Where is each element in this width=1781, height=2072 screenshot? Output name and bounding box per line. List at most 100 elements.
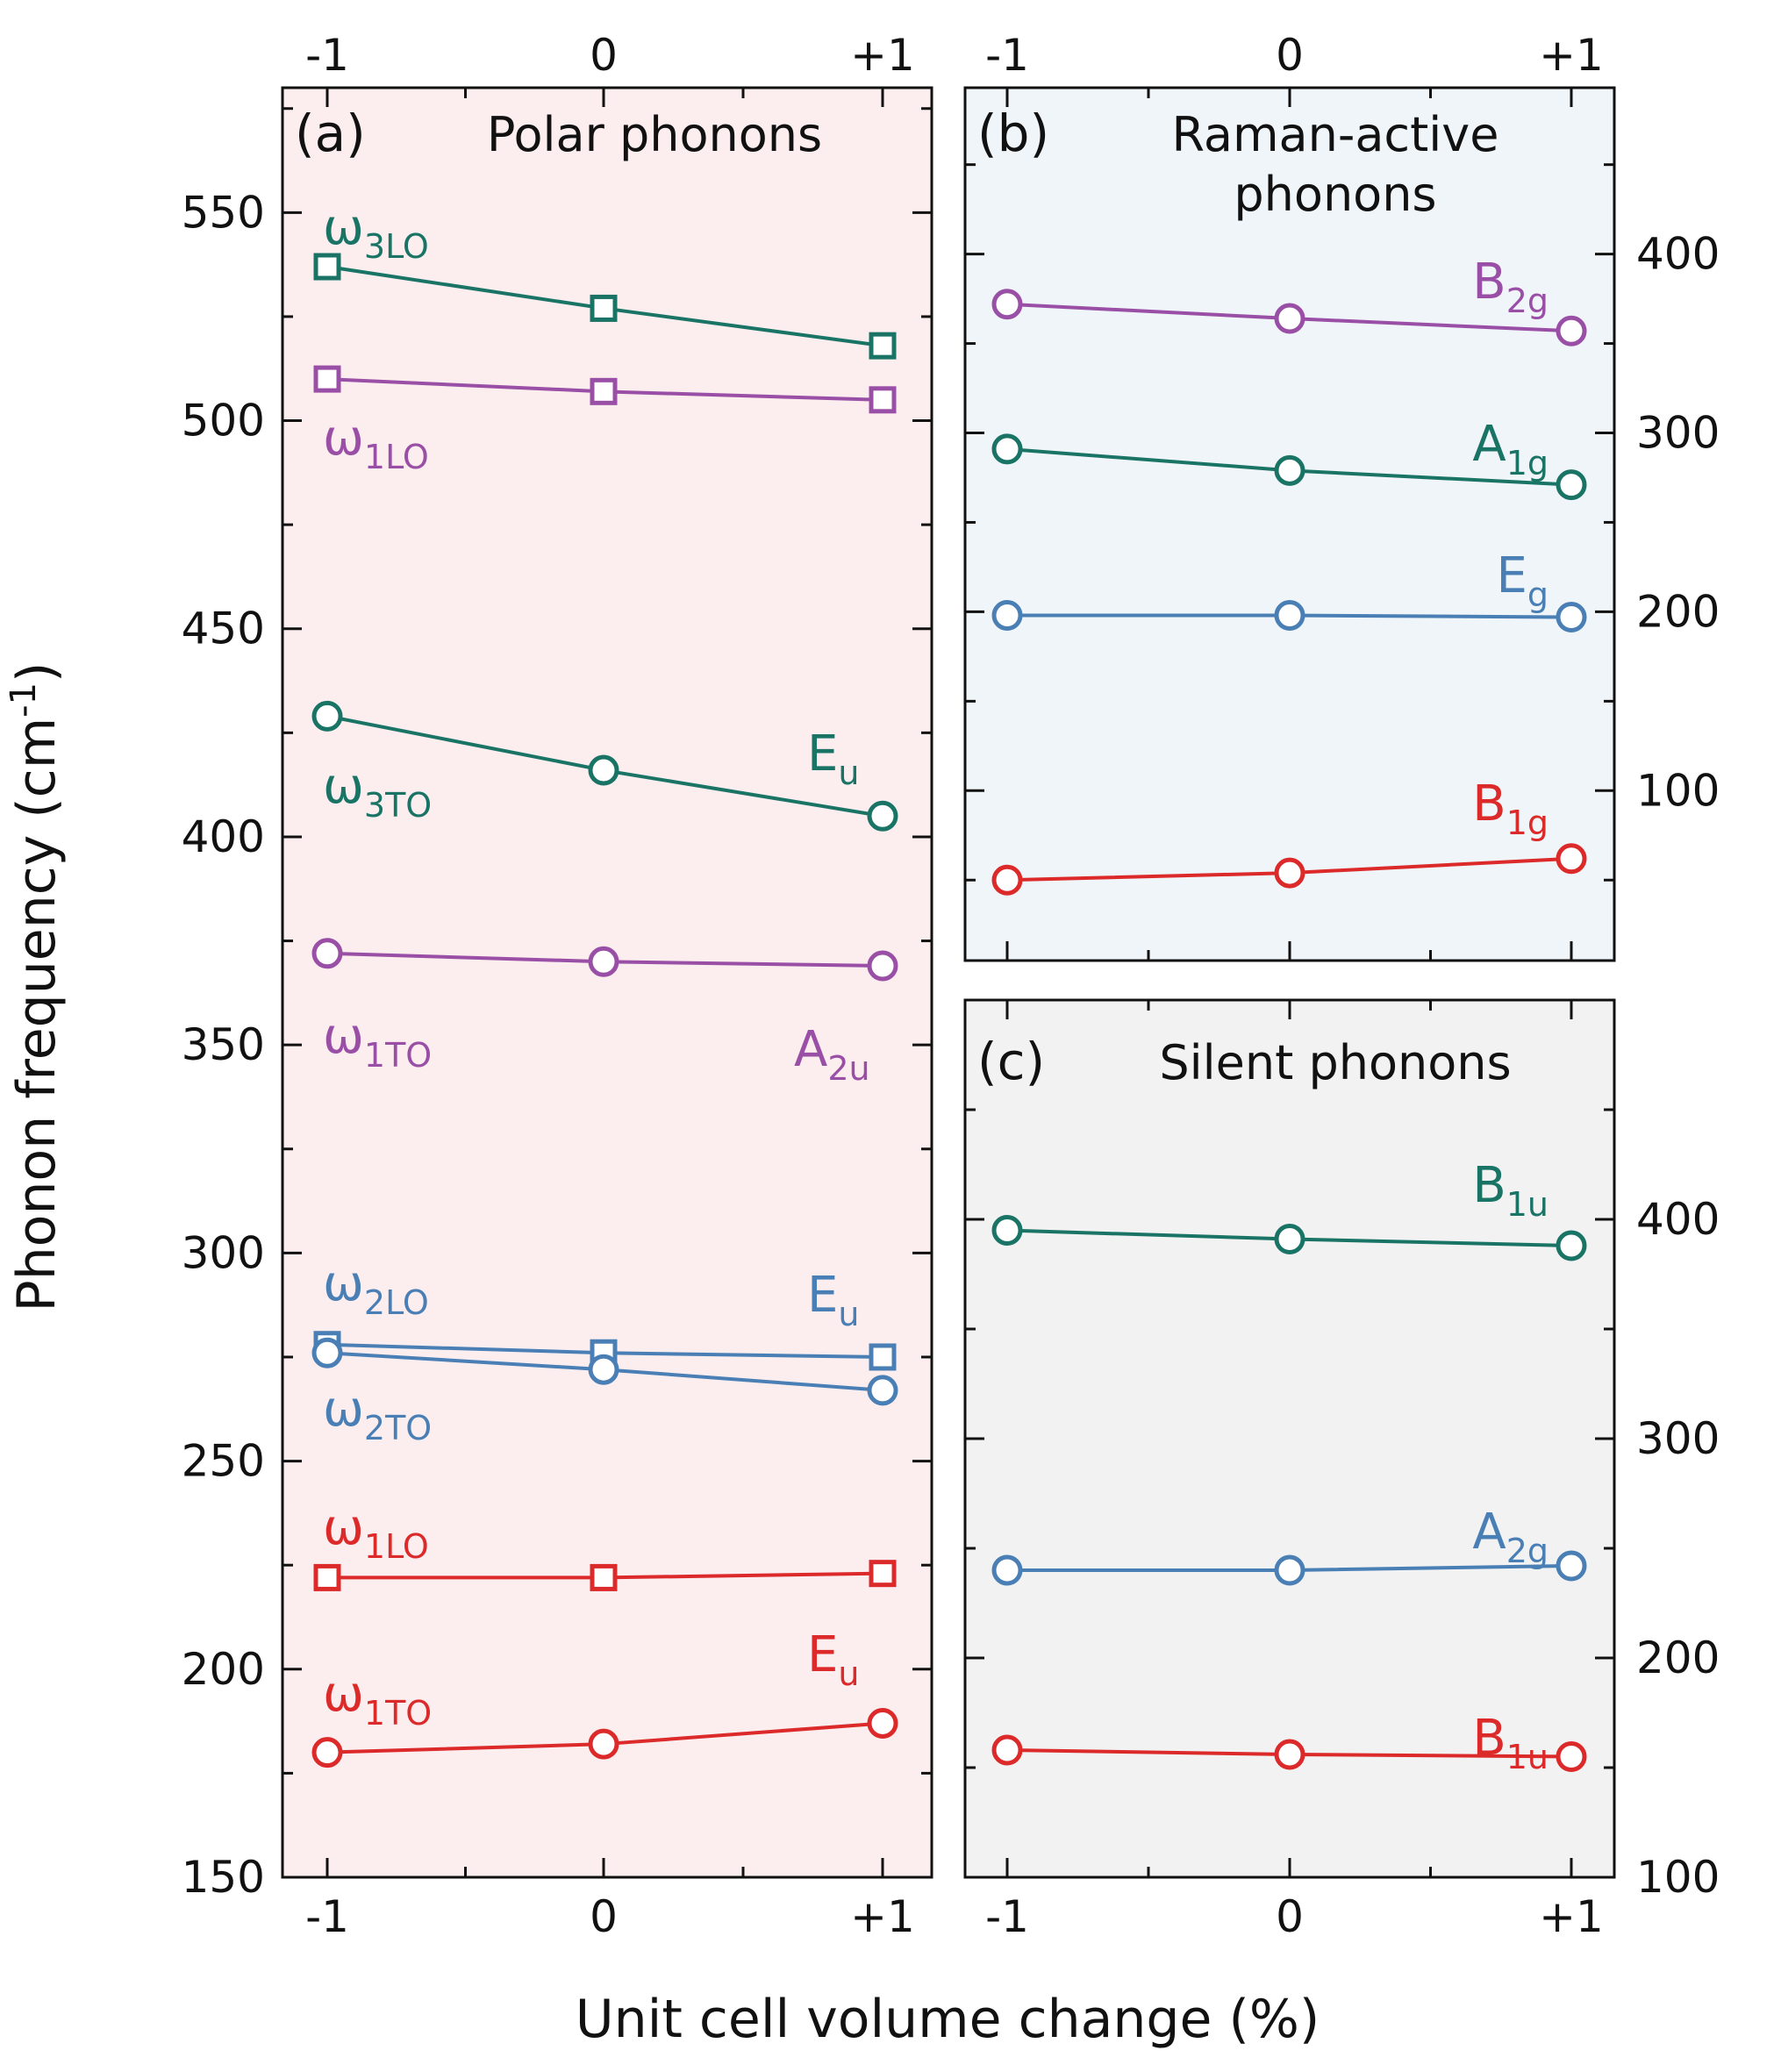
- panel-b-series-0-point-2: [1556, 315, 1587, 347]
- panel-a-series-3-label: ω1TO: [323, 1008, 432, 1075]
- panel-b-series-0-point-0: [991, 289, 1023, 320]
- panel-c-series-1-label: A2g: [1472, 1504, 1549, 1570]
- panel-a-series-7-point-2: [867, 1707, 898, 1739]
- panel-b-series-3-point-0: [991, 864, 1023, 896]
- panel-a-series-2-point-1: [588, 754, 619, 786]
- panel-a-series-4-point-2: [869, 1343, 897, 1371]
- panel-a-y-tick-label-8: 550: [182, 187, 265, 238]
- panel-a-series-1: ω1LO: [313, 365, 897, 476]
- panel-a-x-tick-label-bottom-1: 0: [590, 1891, 618, 1942]
- panel-b-series-3-label: B1g: [1472, 775, 1549, 842]
- panel-c-series-0-label-sub: 1u: [1506, 1185, 1549, 1224]
- panel-a-series-3: ω1TO: [311, 938, 898, 1075]
- panel-c-series-1: A2g: [991, 1504, 1587, 1586]
- panel-c-series-1-label-main: A: [1472, 1504, 1506, 1561]
- panel-a-x-tick-label-top-2: +1: [850, 30, 915, 81]
- panel-a-title: Polar phonons: [487, 107, 822, 162]
- panel-a-series-4-label: ω2LO: [323, 1255, 429, 1322]
- y-axis-title-sup: -1: [4, 682, 44, 718]
- panel-a-series-2-label-main: ω: [323, 758, 364, 815]
- panel-a-series-3-point-2: [867, 950, 898, 982]
- panel-c-frame: [963, 998, 1616, 1879]
- panel-b-series-0-label: B2g: [1472, 254, 1549, 320]
- panel-a-series-7-label-main: ω: [323, 1666, 364, 1723]
- y-axis-title: Phonon frequency (cm-1): [4, 662, 68, 1312]
- panel-a-annotation-1: A2u: [794, 1021, 870, 1088]
- panel-c-series-0-label-main: B: [1472, 1157, 1506, 1214]
- panel-c-x-tick-label-bottom-2: +1: [1539, 1891, 1604, 1942]
- panel-b-series-2: Eg: [991, 547, 1587, 633]
- panel-a-series-6-label: ω1LO: [323, 1499, 429, 1566]
- panel-a-series-2-label-sub: 3TO: [364, 786, 432, 825]
- panel-c-x-tick-label-bottom-0: -1: [985, 1891, 1029, 1942]
- panel-c-y-tick-label-1: 200: [1636, 1633, 1720, 1683]
- panel-a-y-tick-label-3: 300: [182, 1227, 265, 1278]
- panel-a-series-5-label-sub: 2TO: [364, 1409, 432, 1447]
- panel-b-series-3-point-2: [1556, 843, 1587, 875]
- panel-c-series-2-label-main: B: [1472, 1710, 1506, 1767]
- panel-c-x-tick-label-bottom-1: 0: [1276, 1891, 1304, 1942]
- panel-a-annotation-0-sub: u: [838, 754, 859, 792]
- panel-c-y-tick-label-3: 400: [1636, 1194, 1720, 1245]
- panel-a-x-tick-label-top-1: 0: [590, 30, 618, 81]
- panel-b-series-3-point-1: [1274, 857, 1305, 889]
- panel-a-annotation-3-sub: u: [838, 1654, 859, 1693]
- panel-a-y-tick-label-4: 350: [182, 1019, 265, 1070]
- panel-a-series-1-point-1: [590, 377, 618, 405]
- panel-b-label: (b): [977, 104, 1049, 163]
- panel-a-series-7-point-1: [588, 1728, 619, 1760]
- x-axis-title: Unit cell volume change (%): [576, 1989, 1320, 2050]
- panel-b-series-1-label-main: A: [1472, 416, 1506, 473]
- panel-a-series-1-label-main: ω: [323, 410, 364, 467]
- panel-b-y-tick-label-3: 400: [1636, 229, 1720, 280]
- panel-a-series-3-point-0: [311, 938, 343, 969]
- panel-b-y-tick-label-1: 200: [1636, 586, 1720, 637]
- panel-a-series-3-label-main: ω: [323, 1008, 364, 1065]
- panel-a-series-6: ω1LO: [313, 1499, 897, 1591]
- panel-c-series-2-point-0: [991, 1734, 1023, 1766]
- panel-a-series-1-label: ω1LO: [323, 410, 429, 476]
- panel-b-series-2-label: Eg: [1496, 547, 1549, 614]
- panel-a-series-0-point-1: [590, 294, 618, 322]
- panel-a-annotation-3-main: E: [807, 1626, 838, 1683]
- panel-a-series-4-label-sub: 2LO: [364, 1283, 429, 1322]
- panel-a-frame: [281, 86, 933, 1879]
- panel-a-series-0-label: ω3LO: [323, 199, 429, 266]
- panel-c-series-0-label: B1u: [1472, 1157, 1549, 1224]
- panel-b-series-3-label-main: B: [1472, 775, 1506, 832]
- panel-a-annotation-1-main: A: [794, 1021, 827, 1078]
- panel-b-y-tick-label-0: 100: [1636, 765, 1720, 816]
- panel-a-annotation-0-main: E: [807, 725, 838, 782]
- panel-a-series-5-point-0: [311, 1337, 343, 1368]
- panel-b-series-3: B1g: [991, 775, 1587, 896]
- panel-a-series-2-point-0: [311, 700, 343, 732]
- panel-a-series-7-label: ω1TO: [323, 1666, 432, 1733]
- panel-a-y-tick-label-1: 200: [182, 1644, 265, 1695]
- panel-a-annotation-2-main: E: [807, 1267, 838, 1324]
- panel-a-y-tick-label-5: 400: [182, 811, 265, 862]
- panel-b-title-line-2: phonons: [1234, 167, 1436, 222]
- panel-b-y-tick-label-2: 300: [1636, 408, 1720, 459]
- panel-b-series-1-label-sub: 1g: [1506, 444, 1549, 482]
- panel-a-series-1-point-0: [313, 365, 341, 393]
- panel-c-series-1-label-sub: 2g: [1506, 1532, 1549, 1570]
- panel-a-series-6-label-main: ω: [323, 1499, 364, 1556]
- panel-a-series-1-point-2: [869, 386, 897, 414]
- panel-a-series-5-label-main: ω: [323, 1381, 364, 1438]
- panel-b-x-tick-label-top-0: -1: [985, 30, 1029, 81]
- panel-b-series-0-label-sub: 2g: [1506, 282, 1549, 320]
- panel-b-x-tick-label-top-1: 0: [1276, 30, 1304, 81]
- panel-c-series-2-point-2: [1556, 1741, 1587, 1772]
- panel-b-plot-area: [965, 88, 1614, 961]
- panel-c-label: (c): [977, 1032, 1045, 1091]
- panel-a-series-7: ω1TO: [311, 1666, 898, 1768]
- panel-b-series-1-point-1: [1274, 454, 1305, 486]
- panel-a-series-0-point-0: [313, 253, 341, 281]
- panel-c-series-0-point-1: [1274, 1224, 1305, 1254]
- panel-a-y-tick-label-0: 150: [182, 1852, 265, 1903]
- panel-a-annotation-0: Eu: [807, 725, 859, 792]
